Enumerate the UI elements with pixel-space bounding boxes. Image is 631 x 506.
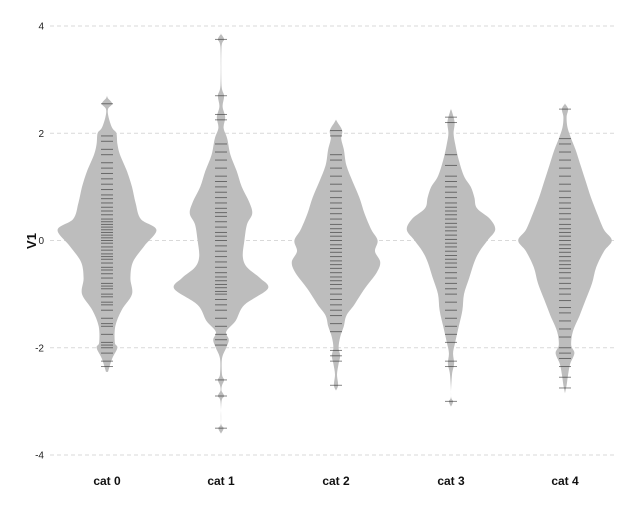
y-tick-label: 4 [38, 22, 44, 33]
x-axis-ticks: cat 0 cat 1 cat 2 cat 3 cat 4 [93, 474, 579, 488]
x-tick-label: cat 3 [437, 474, 465, 488]
y-axis-ticks: -4 -2 0 2 4 [35, 22, 44, 462]
rug-marks [101, 38, 571, 429]
y-tick-label: -4 [35, 451, 44, 462]
violins [57, 33, 612, 434]
violin-cat-1 [173, 33, 269, 434]
x-tick-label: cat 2 [322, 474, 350, 488]
y-tick-label: 0 [38, 236, 44, 247]
x-tick-label: cat 1 [207, 474, 235, 488]
violin-cat-0 [57, 95, 157, 372]
y-axis-label: V1 [24, 233, 39, 249]
y-tick-label: 2 [38, 129, 44, 140]
violin-cat-2 [291, 119, 381, 391]
x-tick-label: cat 0 [93, 474, 121, 488]
y-tick-label: -2 [35, 343, 44, 354]
x-tick-label: cat 4 [551, 474, 579, 488]
violin-cat-3 [406, 108, 496, 407]
